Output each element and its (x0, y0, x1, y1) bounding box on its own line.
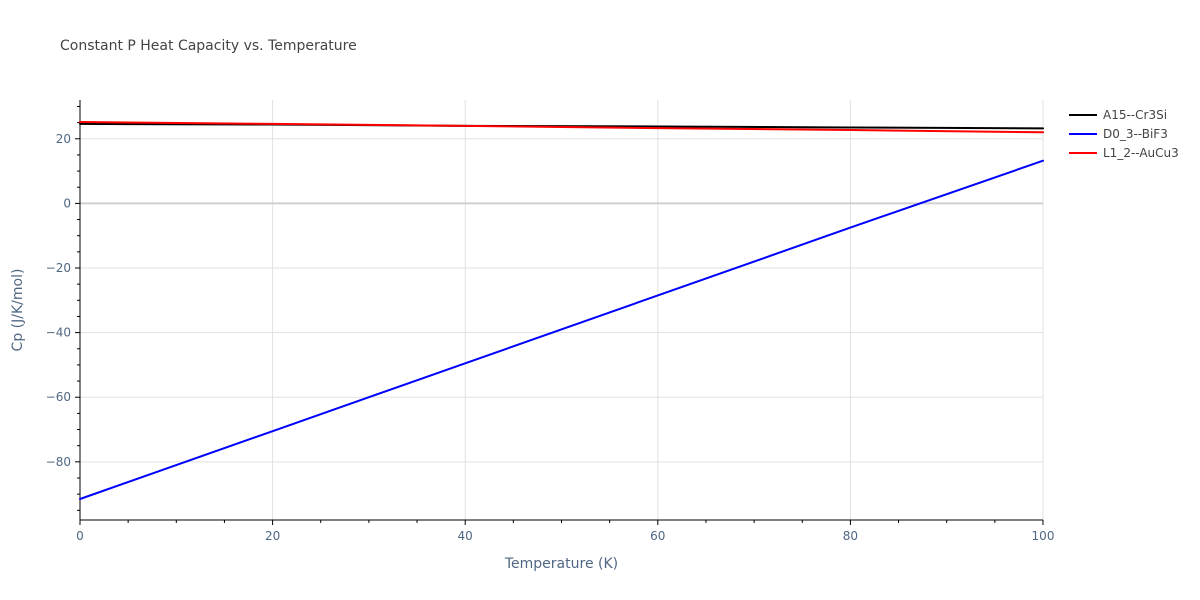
chart-title: Constant P Heat Capacity vs. Temperature (60, 38, 357, 54)
legend-label: A15--Cr3Si (1103, 108, 1167, 122)
series-line-L1_2--AuCu3 (79, 120, 1044, 134)
x-tick-label: 20 (265, 529, 280, 543)
x-tick-label: 40 (458, 529, 473, 543)
axes-layer (75, 100, 1044, 525)
y-tick-label: −20 (46, 261, 71, 275)
legend-label: L1_2--AuCu3 (1103, 146, 1179, 160)
y-tick-label: −60 (46, 390, 71, 404)
y-tick-label: −40 (46, 326, 71, 340)
x-tick-label: 80 (843, 529, 858, 543)
y-tick-label: −80 (46, 455, 71, 469)
series-line-D0_3--BiF3 (79, 159, 1044, 500)
legend-item[interactable]: A15--Cr3Si (1069, 108, 1167, 122)
x-axis-title: Temperature (K) (504, 556, 618, 572)
ticks-layer: 0 20 40 60 80 100 −80 −60 −40 −20 0 20 (46, 132, 1055, 543)
x-tick-label: 0 (76, 529, 84, 543)
x-tick-label: 60 (650, 529, 665, 543)
legend-item[interactable]: D0_3--BiF3 (1069, 127, 1168, 141)
x-tick-label: 100 (1032, 529, 1055, 543)
legend[interactable]: A15--Cr3Si D0_3--BiF3 L1_2--AuCu3 (1069, 108, 1179, 160)
grid-layer (80, 100, 1044, 520)
series-layer (79, 120, 1044, 500)
legend-label: D0_3--BiF3 (1103, 127, 1168, 141)
y-tick-label: 0 (63, 196, 71, 210)
y-axis-title: Cp (J/K/mol) (10, 269, 26, 352)
y-tick-label: 20 (56, 132, 71, 146)
legend-item[interactable]: L1_2--AuCu3 (1069, 146, 1179, 160)
